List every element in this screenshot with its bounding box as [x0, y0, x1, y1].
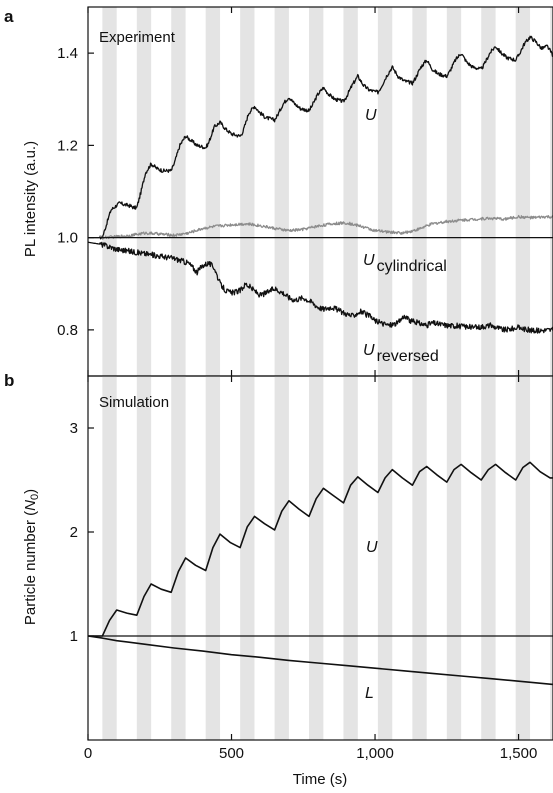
panel-a-ticks: 0.8 1.0 1.2 1.4 — [57, 7, 520, 376]
panel-b-series-labels: UL — [365, 539, 378, 702]
shaded-band — [240, 7, 255, 376]
series-label-sub: cylindrical — [377, 258, 447, 275]
panel-a-series — [87, 35, 553, 334]
panel-b-y-axis-label-sub: 0 — [29, 494, 41, 500]
panel-a-title: Experiment — [99, 29, 176, 46]
series-label-main: U — [366, 539, 378, 556]
shaded-band — [446, 376, 462, 740]
x-tick-label: 0 — [84, 745, 92, 762]
shaded-band — [171, 376, 186, 740]
x-tick-label: 1,500 — [500, 745, 538, 762]
x-tick-label: 1,000 — [356, 745, 394, 762]
panel-b-frame — [87, 375, 553, 741]
shaded-band — [377, 376, 393, 740]
panel-a-experiment: a 0.8 1.0 1.2 1.4 Experiment PL intensity (… — [4, 6, 553, 377]
series-label-main: L — [365, 685, 374, 702]
y-tick-label: 1.2 — [57, 137, 78, 154]
shaded-band — [274, 376, 289, 740]
shaded-band — [412, 376, 427, 740]
shaded-band — [136, 376, 152, 740]
shaded-band — [446, 7, 462, 376]
panel-b-y-axis-label-main: Particle number ( — [22, 511, 39, 625]
y-tick-label: 3 — [70, 420, 78, 437]
series-line-u — [88, 461, 553, 637]
shaded-band — [412, 7, 427, 376]
shaded-band — [240, 376, 255, 740]
y-tick-label: 2 — [70, 524, 78, 541]
panel-b-x-axis-label: Time (s) — [293, 771, 347, 788]
series-label-main: U — [363, 342, 375, 359]
series-label-u: U — [366, 539, 378, 556]
shaded-band — [102, 7, 117, 376]
series-line-u — [87, 35, 553, 240]
shaded-band — [481, 7, 496, 376]
shaded-band — [309, 376, 324, 740]
series-label-main: U — [365, 107, 377, 124]
panel-b-y-axis-label: Particle number (N0) — [22, 489, 41, 625]
panel-b-letter: b — [4, 371, 14, 390]
shaded-band — [171, 7, 186, 376]
panel-b-shaded-bands — [102, 376, 553, 740]
panel-a-shaded-bands — [102, 7, 553, 376]
panel-b-simulation: b 1 2 3 0 500 1,000 1,500 Simulation Particle … — [4, 371, 553, 788]
panel-b-y-axis-label-close: ) — [22, 489, 39, 494]
y-tick-label: 0.8 — [57, 322, 78, 339]
shaded-band — [309, 7, 324, 376]
shaded-band — [515, 376, 531, 740]
series-label-u: U — [365, 107, 377, 124]
panel-b-y-axis-label-var: N — [22, 500, 39, 511]
series-label-main: U — [363, 252, 375, 269]
series-label-l: L — [365, 685, 374, 702]
shaded-band — [377, 7, 393, 376]
series-line-u-cylindrical — [87, 214, 553, 240]
panel-b-ticks: 1 2 3 0 500 1,000 1,500 — [70, 376, 538, 762]
series-line-l — [87, 635, 553, 686]
shaded-band — [481, 376, 496, 740]
x-tick-label: 500 — [219, 745, 244, 762]
shaded-band — [515, 7, 531, 376]
shaded-band — [550, 7, 553, 376]
series-label-sub: reversed — [377, 348, 439, 365]
y-tick-label: 1 — [70, 628, 78, 645]
shaded-band — [205, 7, 221, 376]
panel-b-title: Simulation — [99, 394, 169, 411]
shaded-band — [205, 376, 221, 740]
shaded-band — [343, 376, 358, 740]
panel-a-letter: a — [4, 7, 14, 26]
shaded-band — [550, 376, 553, 740]
shaded-band — [102, 376, 117, 740]
shaded-band — [343, 7, 358, 376]
y-tick-label: 1.0 — [57, 230, 78, 247]
panel-b-series — [87, 461, 553, 686]
shaded-band — [274, 7, 289, 376]
y-tick-label: 1.4 — [57, 45, 78, 62]
shaded-band — [136, 7, 152, 376]
panel-a-y-axis-label: PL intensity (a.u.) — [22, 141, 39, 257]
series-line-u-reversed — [87, 241, 553, 334]
